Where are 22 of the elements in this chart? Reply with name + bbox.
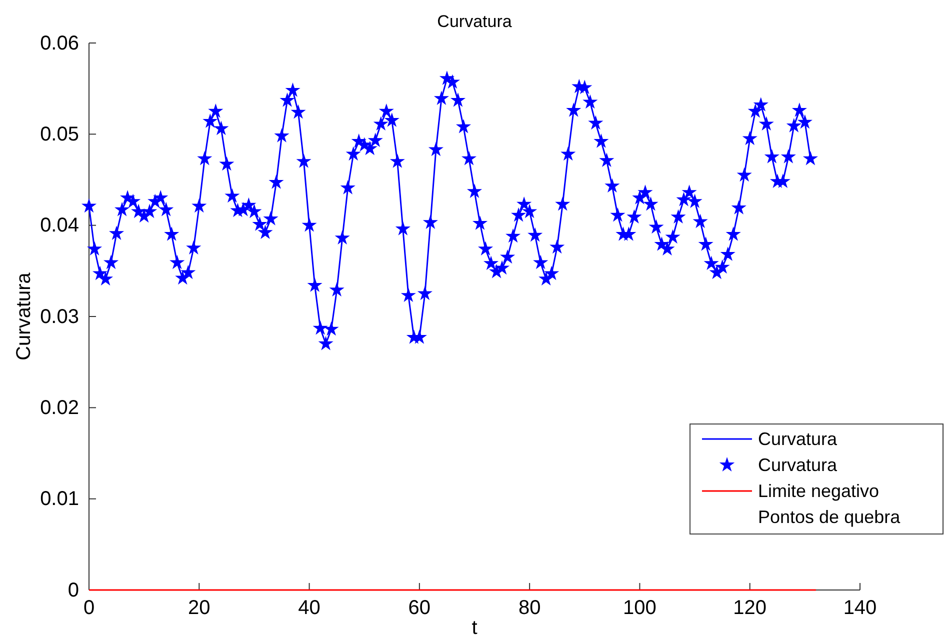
y-tick-label: 0.05: [40, 124, 79, 146]
x-tick-label: 120: [733, 597, 767, 620]
x-tick-label: 100: [623, 597, 656, 620]
legend-label: Limite negativo: [758, 481, 880, 501]
y-tick-label: 0.04: [40, 214, 79, 237]
x-tick-label: 20: [188, 597, 210, 620]
y-tick-label: 0: [68, 579, 79, 602]
y-tick-label: 0.01: [40, 488, 79, 510]
x-tick-label: 60: [408, 597, 431, 620]
text: Pontos de quebra: [758, 507, 902, 527]
x-tick-label: 0: [83, 597, 95, 620]
y-tick-label: 0.02: [40, 397, 79, 420]
x-axis-title: t: [472, 617, 478, 637]
y-tick-label: 0.03: [40, 306, 79, 328]
y-tick-label: 0.06: [40, 32, 79, 54]
x-tick-label: 80: [518, 597, 541, 620]
chart-title: Curvatura: [437, 12, 512, 31]
x-tick-label: 40: [298, 597, 320, 620]
legend-label: Curvatura: [758, 429, 838, 449]
y-axis-title: Curvatura: [13, 272, 35, 360]
legend-label: Curvatura: [758, 455, 838, 475]
x-tick-label: 140: [843, 597, 877, 620]
